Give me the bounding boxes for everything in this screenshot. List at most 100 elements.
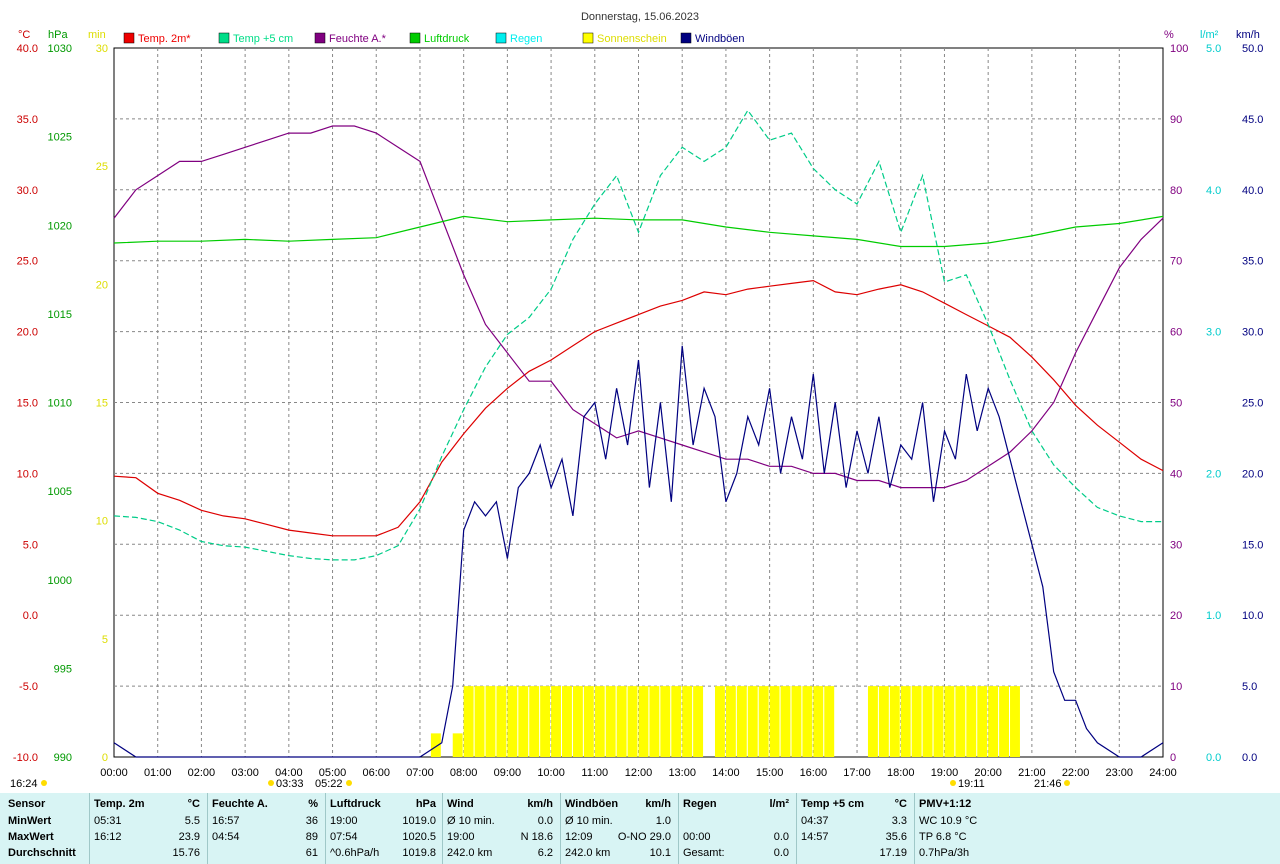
sunshine-bar — [966, 686, 977, 757]
x-tick-label: 18:00 — [887, 767, 915, 779]
pressure-tick-label: 990 — [54, 752, 72, 764]
humidity-tick-label: 40 — [1170, 468, 1182, 480]
stats-col-5: Regen l/m² 00:00 0.0 Gesamt: 0.0 — [683, 793, 793, 864]
stats-col-4: Windböen km/h Ø 10 min. 1.0 12:09 O-NO 29.0 24… — [565, 793, 675, 864]
humidity-tick-label: 20 — [1170, 610, 1182, 622]
x-tick-label: 01:00 — [144, 767, 172, 779]
pressure-tick-label: 1005 — [48, 486, 72, 498]
sunshine-bar — [813, 686, 824, 757]
humidity-tick-label: 10 — [1170, 681, 1182, 693]
stats-unit: hPa — [415, 798, 436, 810]
stats-header: Windböen — [565, 798, 619, 810]
sunshine-bar — [485, 686, 496, 757]
temp-tick-label: 5.0 — [23, 539, 38, 551]
stats-col-1: Feuchte A.% 16:57 36 04:54 89 61 — [212, 793, 322, 864]
stats-cell-label: 19:00 — [330, 815, 358, 827]
humidity-tick-label: 50 — [1170, 398, 1182, 410]
pressure-tick-label: 1000 — [48, 575, 72, 587]
stats-cell-value: N 18.6 — [520, 831, 553, 843]
wind-tick-label: 35.0 — [1242, 256, 1263, 268]
sunshine-tick-label: 15 — [96, 398, 108, 410]
grid — [113, 47, 1164, 758]
sun-icon-rise1 — [268, 780, 274, 786]
rain-tick-label: 2.0 — [1206, 468, 1221, 480]
stats-separator — [560, 793, 561, 864]
pressure-tick-label: 1015 — [48, 309, 72, 321]
stats-cell-label: 0.7hPa/3h — [919, 847, 970, 859]
stats-unit: °C — [894, 798, 907, 810]
sun-marks: 16:24 03:33 05:22 19:11 21:46 — [10, 778, 1070, 790]
sunshine-bar — [878, 686, 889, 757]
x-tick-label: 21:00 — [1018, 767, 1046, 779]
stats-cell-label: 14:57 — [801, 831, 829, 843]
stats-cell-value: 23.9 — [178, 831, 200, 843]
row-label-max: MaxWert — [8, 831, 54, 843]
wind-tick-label: 30.0 — [1242, 327, 1263, 339]
sunshine-bar — [824, 686, 835, 757]
stats-cell-label: Gesamt: — [683, 847, 725, 859]
stats-cell-label: 07:54 — [330, 831, 358, 843]
legend-swatch — [582, 32, 594, 44]
sunshine-bar — [452, 733, 463, 757]
humidity-tick-label: 90 — [1170, 114, 1182, 126]
temp-unit-label: °C — [18, 29, 30, 41]
temp-tick-label: 30.0 — [17, 185, 38, 197]
legend-label: Regen — [510, 33, 542, 45]
sunshine-bar — [693, 686, 704, 757]
x-tick-label: 06:00 — [362, 767, 390, 779]
sunshine-bar — [933, 686, 944, 757]
stats-unit: l/m² — [769, 798, 789, 810]
sun-icon-set2 — [1064, 780, 1070, 786]
series-line-windb-en — [113, 345, 1164, 758]
sunshine-bar — [867, 686, 878, 757]
x-tick-label: 23:00 — [1106, 767, 1134, 779]
sun-mark-rise1: 03:33 — [276, 778, 304, 790]
x-tick-label: 20:00 — [974, 767, 1002, 779]
sunshine-bar — [758, 686, 769, 757]
legend-swatch — [123, 32, 135, 44]
stats-cell-label: 16:57 — [212, 815, 240, 827]
rain-tick-label: 3.0 — [1206, 327, 1221, 339]
sunshine-tick-label: 0 — [102, 752, 108, 764]
wind-tick-label: 20.0 — [1242, 468, 1263, 480]
temp-tick-label: -5.0 — [19, 681, 38, 693]
stats-separator — [796, 793, 797, 864]
x-tick-label: 09:00 — [494, 767, 522, 779]
stats-table: Sensor MinWert MaxWert Durchschnitt Temp… — [0, 793, 1280, 864]
x-tick-label: 05:00 — [319, 767, 347, 779]
row-label-avg: Durchschnitt — [8, 847, 76, 859]
chart-title: Donnerstag, 15.06.2023 — [581, 11, 699, 23]
stats-cell-value: 1.0 — [655, 815, 671, 827]
sunshine-bar — [638, 686, 649, 757]
sunshine-bar — [922, 686, 933, 757]
sunshine-bar — [627, 686, 638, 757]
stats-cell-label: 242.0 km — [447, 847, 493, 859]
x-tick-label: 04:00 — [275, 767, 303, 779]
stats-col-6: Temp +5 cm °C 04:37 3.3 14:57 35.6 17.19 — [801, 793, 911, 864]
sunshine-bar — [594, 686, 605, 757]
stats-header: PMV+1:12 — [919, 798, 972, 810]
series-lines — [113, 109, 1164, 758]
sunshine-bar — [430, 733, 441, 757]
sunshine-bar — [791, 686, 802, 757]
sunshine-bar — [616, 686, 627, 757]
stats-unit: °C — [187, 798, 200, 810]
sunshine-bar — [988, 686, 999, 757]
humidity-tick-label: 30 — [1170, 539, 1182, 551]
sunshine-bar — [911, 686, 922, 757]
sunshine-bar — [725, 686, 736, 757]
sunshine-bars — [430, 686, 1020, 757]
sunshine-bar — [605, 686, 616, 757]
sunshine-bar — [463, 686, 474, 757]
pressure-tick-label: 995 — [54, 663, 72, 675]
wind-tick-label: 0.0 — [1242, 752, 1257, 764]
x-tick-label: 08:00 — [450, 767, 478, 779]
series-line-temp-5-cm — [113, 109, 1163, 561]
humidity-tick-label: 70 — [1170, 256, 1182, 268]
rain-tick-label: 4.0 — [1206, 185, 1221, 197]
sunshine-tick-label: 5 — [102, 634, 108, 646]
stats-cell-value: 61 — [305, 847, 318, 859]
row-label-sensor: Sensor — [8, 798, 46, 810]
stats-separator — [207, 793, 208, 864]
x-tick-label: 10:00 — [537, 767, 565, 779]
